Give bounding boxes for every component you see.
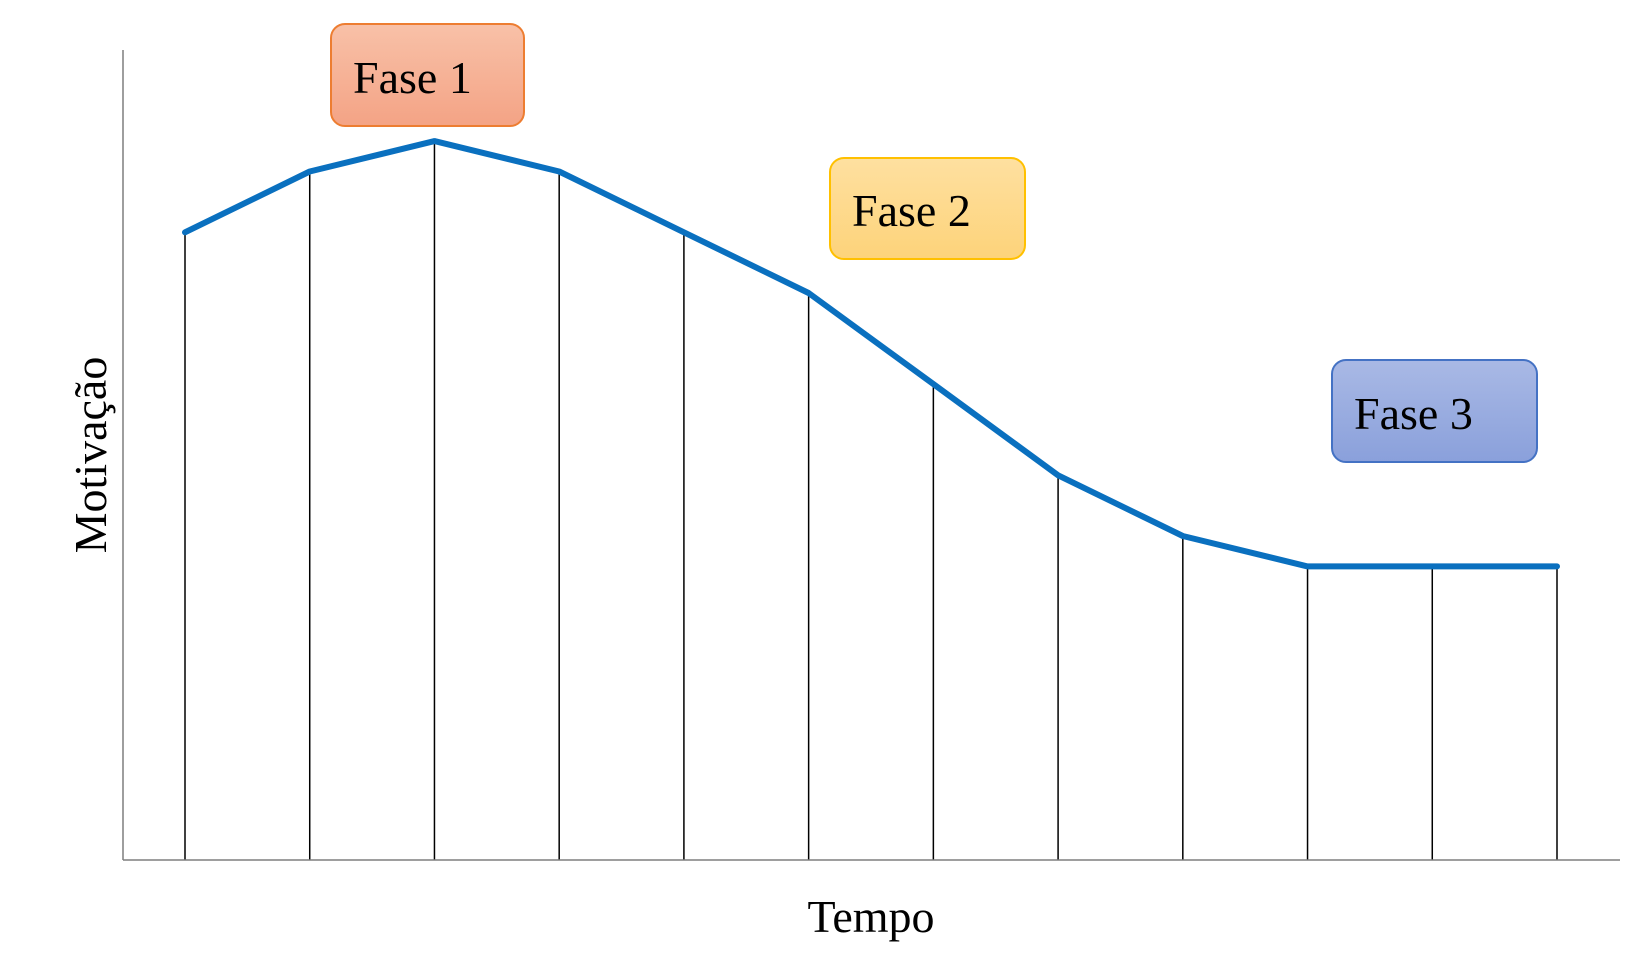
x-axis-title: Tempo xyxy=(807,891,934,942)
phase-2-box: Fase 2 xyxy=(829,157,1026,260)
phase-2-label: Fase 2 xyxy=(852,185,971,236)
series-line xyxy=(182,138,1560,570)
phase-3-box: Fase 3 xyxy=(1331,359,1538,463)
phase-3-label: Fase 3 xyxy=(1354,388,1473,439)
phase-1-label: Fase 1 xyxy=(353,52,472,103)
phase-annotations: Fase 1 Fase 2 Fase 3 xyxy=(330,23,1538,463)
y-axis-title: Motivação xyxy=(65,357,116,554)
drop-lines xyxy=(184,141,1558,860)
phase-1-box: Fase 1 xyxy=(330,23,525,127)
